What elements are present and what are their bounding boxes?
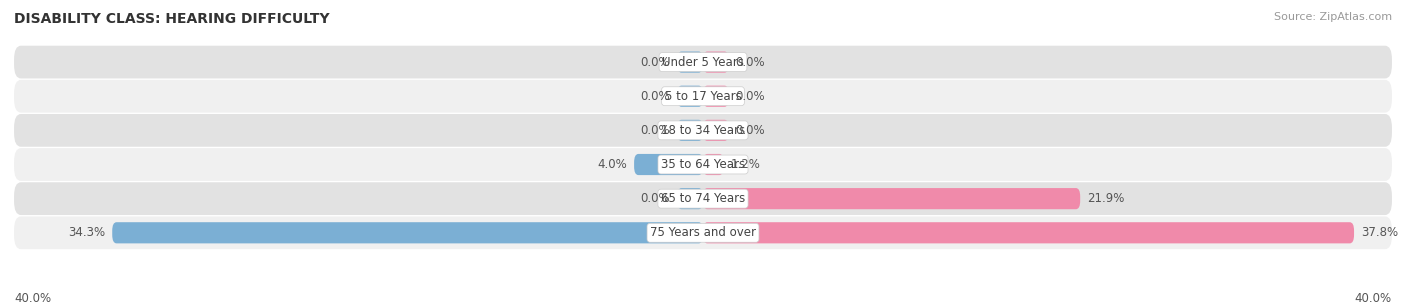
Text: 0.0%: 0.0%	[641, 192, 671, 205]
Text: 18 to 34 Years: 18 to 34 Years	[661, 124, 745, 137]
Text: Source: ZipAtlas.com: Source: ZipAtlas.com	[1274, 12, 1392, 22]
Text: 35 to 64 Years: 35 to 64 Years	[661, 158, 745, 171]
Text: 0.0%: 0.0%	[735, 124, 765, 137]
FancyBboxPatch shape	[703, 188, 1080, 209]
Text: 34.3%: 34.3%	[69, 226, 105, 239]
FancyBboxPatch shape	[678, 51, 703, 73]
FancyBboxPatch shape	[14, 46, 1392, 78]
FancyBboxPatch shape	[14, 80, 1392, 112]
FancyBboxPatch shape	[14, 216, 1392, 249]
FancyBboxPatch shape	[703, 222, 1354, 244]
FancyBboxPatch shape	[678, 86, 703, 107]
Text: 75 Years and over: 75 Years and over	[650, 226, 756, 239]
Text: 0.0%: 0.0%	[641, 56, 671, 69]
Text: 21.9%: 21.9%	[1087, 192, 1125, 205]
FancyBboxPatch shape	[14, 148, 1392, 181]
FancyBboxPatch shape	[678, 188, 703, 209]
FancyBboxPatch shape	[703, 154, 724, 175]
FancyBboxPatch shape	[14, 182, 1392, 215]
Text: 0.0%: 0.0%	[641, 124, 671, 137]
Text: 0.0%: 0.0%	[641, 90, 671, 103]
Text: DISABILITY CLASS: HEARING DIFFICULTY: DISABILITY CLASS: HEARING DIFFICULTY	[14, 12, 329, 26]
Text: 65 to 74 Years: 65 to 74 Years	[661, 192, 745, 205]
FancyBboxPatch shape	[634, 154, 703, 175]
FancyBboxPatch shape	[703, 51, 728, 73]
Text: 5 to 17 Years: 5 to 17 Years	[665, 90, 741, 103]
FancyBboxPatch shape	[703, 86, 728, 107]
Text: 1.2%: 1.2%	[731, 158, 761, 171]
Text: 37.8%: 37.8%	[1361, 226, 1398, 239]
Text: 40.0%: 40.0%	[1355, 292, 1392, 304]
Text: 0.0%: 0.0%	[735, 56, 765, 69]
FancyBboxPatch shape	[14, 114, 1392, 147]
Text: 40.0%: 40.0%	[14, 292, 51, 304]
FancyBboxPatch shape	[703, 120, 728, 141]
Text: 4.0%: 4.0%	[598, 158, 627, 171]
FancyBboxPatch shape	[678, 120, 703, 141]
Text: Under 5 Years: Under 5 Years	[662, 56, 744, 69]
FancyBboxPatch shape	[112, 222, 703, 244]
Text: 0.0%: 0.0%	[735, 90, 765, 103]
